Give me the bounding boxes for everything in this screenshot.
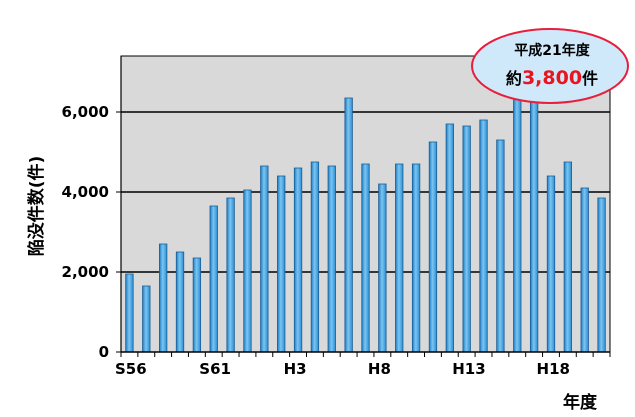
bar	[479, 119, 488, 353]
x-tick-label: H13	[452, 360, 485, 378]
y-tick-label: 4,000	[62, 183, 109, 201]
bar	[344, 97, 353, 353]
annotation-bubble	[471, 28, 629, 104]
annotation-line1: 平成21年度	[514, 42, 590, 59]
bar	[513, 91, 522, 353]
y-tick-label: 2,000	[62, 263, 109, 281]
bar	[243, 189, 252, 353]
bar	[159, 243, 168, 353]
annotation-prefix: 約	[506, 69, 522, 88]
bar	[563, 161, 572, 353]
bar	[260, 165, 269, 353]
y-tick-labels: 0 2,000 4,000 6,000	[62, 103, 109, 361]
annotation-suffix: 件	[582, 69, 598, 88]
bar	[361, 163, 370, 353]
x-tick-label: S61	[199, 360, 231, 378]
y-tick-label: 0	[99, 343, 109, 361]
annotation-callout: 平成21年度 約3,800件	[471, 28, 629, 104]
x-tick-labels: S56 S61 H3 H8 H13 H18	[115, 360, 570, 378]
bar	[496, 139, 505, 353]
bar	[192, 257, 202, 353]
bar	[462, 125, 471, 353]
x-tick-label: H18	[537, 360, 570, 378]
bar	[142, 285, 151, 353]
x-tick-label: H8	[368, 360, 391, 378]
bar	[293, 167, 303, 353]
y-tick-label: 6,000	[62, 103, 109, 121]
bar	[597, 197, 606, 353]
bar	[395, 163, 404, 353]
bar	[310, 161, 320, 353]
bar	[445, 123, 454, 353]
bar	[226, 197, 235, 353]
bar	[428, 141, 438, 353]
annotation-value: 3,800	[522, 67, 582, 89]
bar	[209, 205, 218, 353]
bar	[327, 165, 336, 353]
bar	[529, 91, 539, 353]
bar	[580, 187, 589, 353]
x-axis-label: 年度	[563, 392, 598, 413]
y-axis-label: 陥没件数(件)	[26, 156, 47, 257]
bar	[277, 175, 286, 353]
bar	[125, 273, 134, 353]
bar	[546, 175, 556, 353]
axes	[116, 56, 611, 357]
bar	[411, 163, 421, 353]
x-tick-label: H3	[284, 360, 307, 378]
bar	[378, 183, 387, 353]
bars	[125, 91, 606, 353]
bar	[175, 251, 185, 353]
annotation-line2: 約3,800件	[506, 67, 598, 89]
x-tick-label: S56	[115, 360, 147, 378]
